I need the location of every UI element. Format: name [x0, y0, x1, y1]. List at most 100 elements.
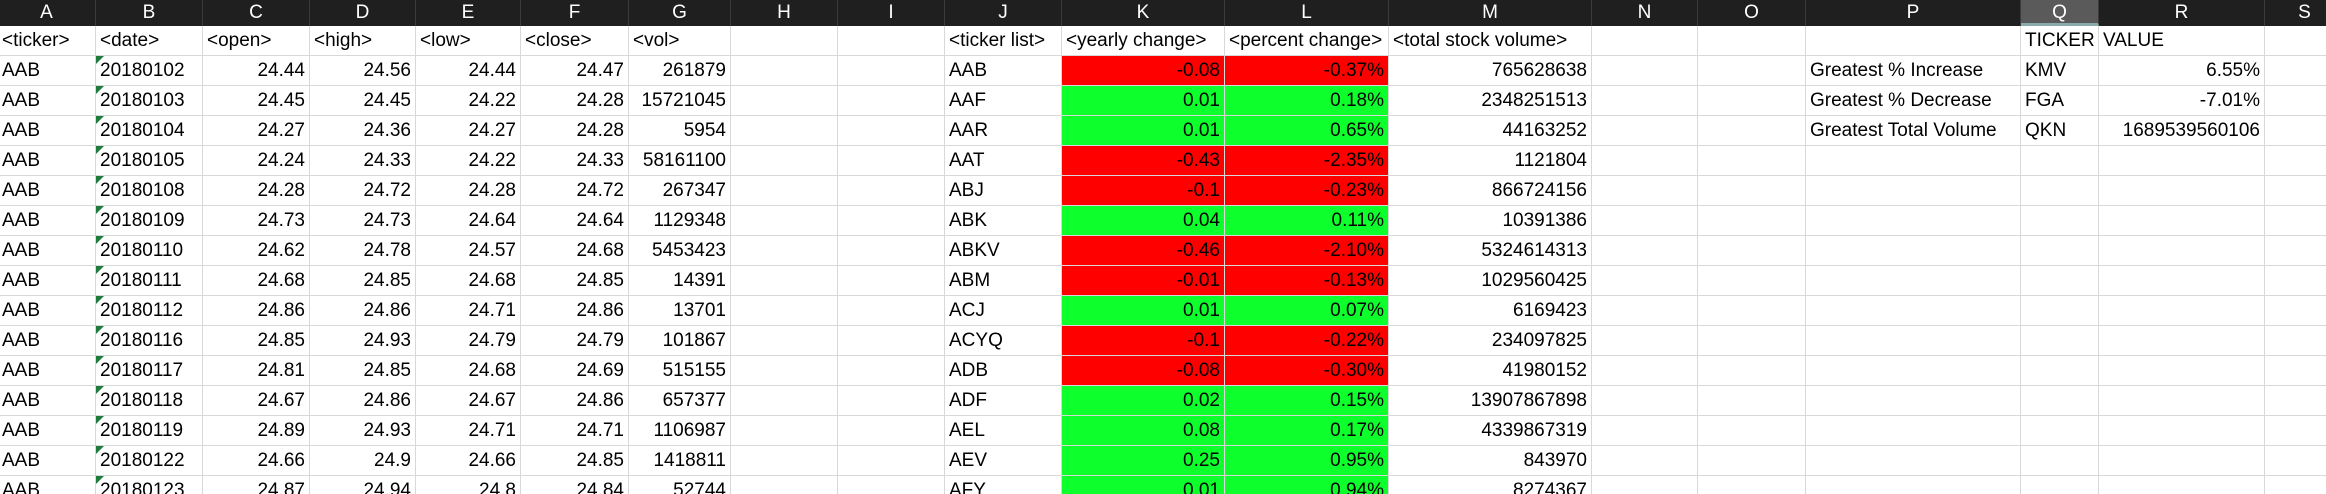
yearly-change-cell[interactable]: -0.1 — [1062, 326, 1225, 356]
yearly-change-cell[interactable]: 0.02 — [1062, 386, 1225, 416]
cell-o14[interactable] — [1698, 416, 1806, 446]
cell-r14[interactable] — [2099, 416, 2265, 446]
data-cell-g[interactable]: 101867 — [629, 326, 731, 356]
data-cell-f[interactable]: 24.64 — [521, 206, 629, 236]
percent-change-cell[interactable]: -2.10% — [1225, 236, 1389, 266]
cell-s2[interactable] — [2265, 56, 2326, 86]
cell-q7[interactable] — [2021, 206, 2099, 236]
yearly-change-cell[interactable]: -0.46 — [1062, 236, 1225, 266]
cell-p5[interactable] — [1806, 146, 2021, 176]
cell-n10[interactable] — [1592, 296, 1698, 326]
cell-q16[interactable] — [2021, 476, 2099, 494]
data-cell-g[interactable]: 1106987 — [629, 416, 731, 446]
data-cell-f[interactable]: 24.28 — [521, 116, 629, 146]
cell-n6[interactable] — [1592, 176, 1698, 206]
greatest-ticker-cell[interactable]: FGA — [2021, 86, 2099, 116]
data-cell-b[interactable]: 20180108 — [96, 176, 203, 206]
cell-i11[interactable] — [838, 326, 945, 356]
column-header-q[interactable]: Q — [2021, 0, 2099, 26]
column-header-l[interactable]: L — [1225, 0, 1389, 26]
cell-h13[interactable] — [731, 386, 838, 416]
data-cell-a[interactable]: AAB — [0, 416, 96, 446]
data-cell-c[interactable]: 24.86 — [203, 296, 310, 326]
cell-i13[interactable] — [838, 386, 945, 416]
data-cell-f[interactable]: 24.69 — [521, 356, 629, 386]
data-cell-g[interactable]: 5453423 — [629, 236, 731, 266]
total-volume-cell[interactable]: 765628638 — [1389, 56, 1592, 86]
data-cell-b[interactable]: 20180116 — [96, 326, 203, 356]
column-header-g[interactable]: G — [629, 0, 731, 26]
cell-p12[interactable] — [1806, 356, 2021, 386]
cell-s1[interactable] — [2265, 26, 2326, 56]
yearly-change-cell[interactable]: -0.08 — [1062, 56, 1225, 86]
cell-r9[interactable] — [2099, 266, 2265, 296]
data-cell-f[interactable]: 24.33 — [521, 146, 629, 176]
data-cell-b[interactable]: 20180118 — [96, 386, 203, 416]
cell-i8[interactable] — [838, 236, 945, 266]
data-cell-e[interactable]: 24.57 — [416, 236, 521, 266]
total-volume-cell[interactable]: 4339867319 — [1389, 416, 1592, 446]
cell-h15[interactable] — [731, 446, 838, 476]
cell-s7[interactable] — [2265, 206, 2326, 236]
data-cell-e[interactable]: 24.71 — [416, 296, 521, 326]
cell-r8[interactable] — [2099, 236, 2265, 266]
summary-ticker-cell[interactable]: ABK — [945, 206, 1062, 236]
data-cell-b[interactable]: 20180109 — [96, 206, 203, 236]
yearly-change-cell[interactable]: 0.04 — [1062, 206, 1225, 236]
cell-i15[interactable] — [838, 446, 945, 476]
data-cell-a[interactable]: AAB — [0, 86, 96, 116]
total-volume-cell[interactable]: 5324614313 — [1389, 236, 1592, 266]
greatest-value-cell[interactable]: 6.55% — [2099, 56, 2265, 86]
data-cell-d[interactable]: 24.86 — [310, 386, 416, 416]
data-cell-a[interactable]: AAB — [0, 176, 96, 206]
data-cell-b[interactable]: 20180117 — [96, 356, 203, 386]
data-cell-f[interactable]: 24.28 — [521, 86, 629, 116]
cell-s9[interactable] — [2265, 266, 2326, 296]
yearly-change-cell[interactable]: -0.1 — [1062, 176, 1225, 206]
summary-ticker-cell[interactable]: ABJ — [945, 176, 1062, 206]
total-volume-cell[interactable]: 1029560425 — [1389, 266, 1592, 296]
cell-o11[interactable] — [1698, 326, 1806, 356]
cell-r13[interactable] — [2099, 386, 2265, 416]
cell-h11[interactable] — [731, 326, 838, 356]
data-cell-c[interactable]: 24.45 — [203, 86, 310, 116]
summary-ticker-cell[interactable]: ACJ — [945, 296, 1062, 326]
cell-i2[interactable] — [838, 56, 945, 86]
greatest-label-cell[interactable]: Greatest % Decrease — [1806, 86, 2021, 116]
data-cell-a[interactable]: AAB — [0, 146, 96, 176]
data-cell-b[interactable]: 20180119 — [96, 416, 203, 446]
greatest-ticker-cell[interactable]: KMV — [2021, 56, 2099, 86]
percent-change-cell[interactable]: 0.94% — [1225, 476, 1389, 494]
yearly-change-cell[interactable]: 0.01 — [1062, 86, 1225, 116]
cell-o13[interactable] — [1698, 386, 1806, 416]
cell-s11[interactable] — [2265, 326, 2326, 356]
data-cell-d[interactable]: 24.73 — [310, 206, 416, 236]
summary-ticker-cell[interactable]: ADF — [945, 386, 1062, 416]
total-volume-cell[interactable]: 6169423 — [1389, 296, 1592, 326]
cell-s10[interactable] — [2265, 296, 2326, 326]
cell-h6[interactable] — [731, 176, 838, 206]
cell-p14[interactable] — [1806, 416, 2021, 446]
column-header-n[interactable]: N — [1592, 0, 1698, 26]
data-cell-d[interactable]: 24.93 — [310, 416, 416, 446]
cell-n2[interactable] — [1592, 56, 1698, 86]
data-cell-e[interactable]: 24.68 — [416, 356, 521, 386]
cell-n13[interactable] — [1592, 386, 1698, 416]
column-header-h[interactable]: H — [731, 0, 838, 26]
cell-i16[interactable] — [838, 476, 945, 494]
cell-q6[interactable] — [2021, 176, 2099, 206]
cell-h12[interactable] — [731, 356, 838, 386]
cell-n8[interactable] — [1592, 236, 1698, 266]
header-cell-b[interactable]: <date> — [96, 26, 203, 56]
data-cell-c[interactable]: 24.73 — [203, 206, 310, 236]
data-cell-b[interactable]: 20180110 — [96, 236, 203, 266]
data-cell-c[interactable]: 24.27 — [203, 116, 310, 146]
summary-ticker-cell[interactable]: AAF — [945, 86, 1062, 116]
cell-n12[interactable] — [1592, 356, 1698, 386]
total-volume-cell[interactable]: 10391386 — [1389, 206, 1592, 236]
data-cell-f[interactable]: 24.79 — [521, 326, 629, 356]
cell-i12[interactable] — [838, 356, 945, 386]
greatest-value-cell[interactable]: 1689539560106 — [2099, 116, 2265, 146]
data-cell-g[interactable]: 515155 — [629, 356, 731, 386]
column-header-b[interactable]: B — [96, 0, 203, 26]
